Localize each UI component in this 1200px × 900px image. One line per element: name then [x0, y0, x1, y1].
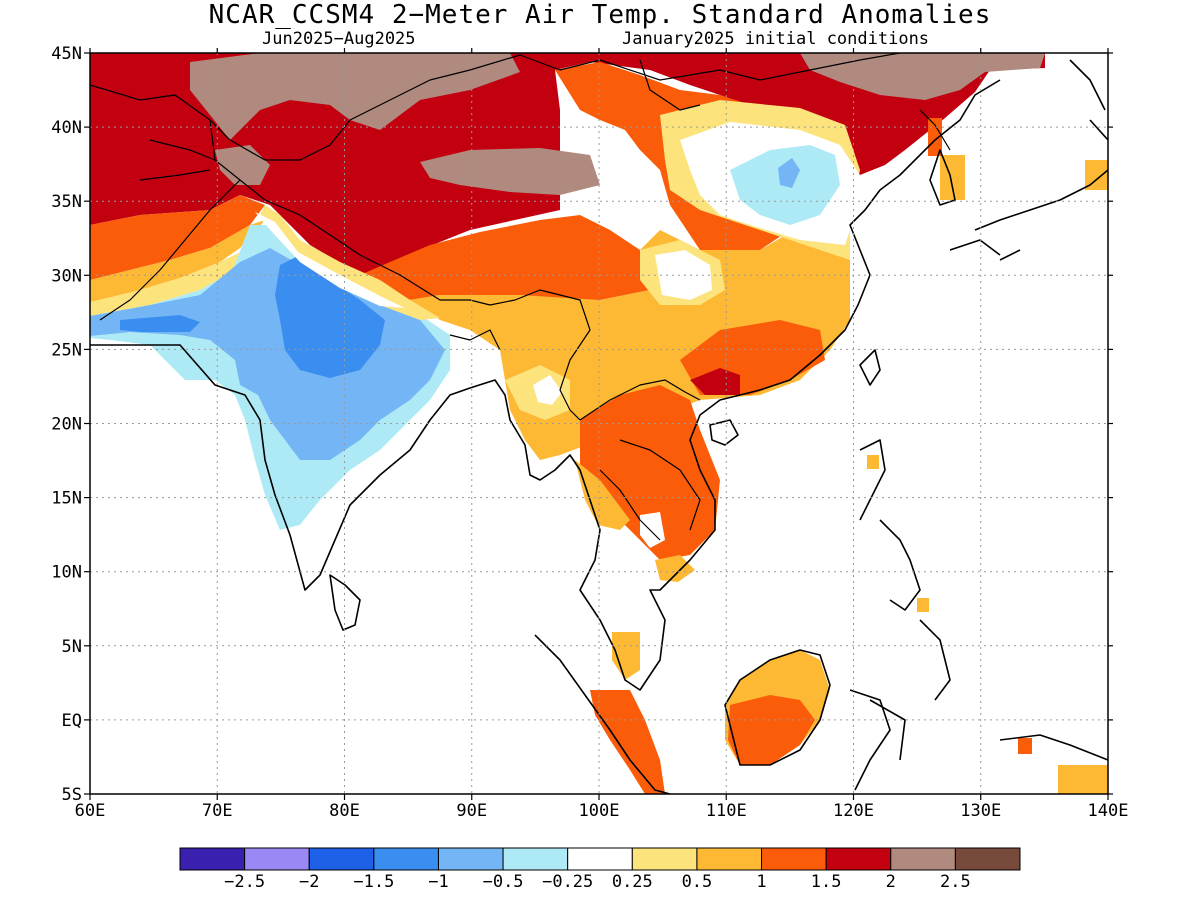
- anomaly-region: [280, 500, 330, 590]
- lat-tick-label: 10N: [51, 563, 82, 583]
- lon-tick-label: 120E: [833, 801, 874, 821]
- initial-conditions: January2025 initial conditions: [622, 29, 930, 49]
- anomaly-region: [90, 250, 245, 316]
- anomaly-region: [690, 368, 740, 395]
- anomaly-region: [90, 220, 265, 302]
- legend-label: 2: [886, 872, 896, 892]
- lon-tick-label: 140E: [1088, 801, 1129, 821]
- anomaly-region: [360, 215, 650, 300]
- lon-tick-label: 110E: [706, 801, 747, 821]
- legend-label: −2.5: [224, 872, 265, 892]
- anomaly-region: [580, 385, 720, 560]
- anomaly-region: [90, 53, 1045, 275]
- anomaly-fields: [90, 53, 1108, 794]
- legend-swatch: [308, 847, 375, 871]
- legend-label: −0.5: [483, 872, 524, 892]
- map-title: NCAR_CCSM4 2−Meter Air Temp. Standard An…: [208, 0, 992, 30]
- lat-tick-label: 5S: [62, 785, 82, 805]
- legend-label: 1.5: [811, 872, 842, 892]
- legend-label: −1: [428, 872, 448, 892]
- anomaly-region: [655, 555, 695, 582]
- anomaly-region: [255, 212, 405, 308]
- anomaly-region: [575, 460, 630, 530]
- lon-tick-label: 100E: [579, 801, 620, 821]
- lat-tick-label: 30N: [51, 266, 82, 286]
- lon-tick-label: 80E: [329, 801, 360, 821]
- legend-label: 2.5: [940, 872, 971, 892]
- legend-label: 0.5: [682, 872, 713, 892]
- anomaly-region: [728, 695, 815, 765]
- legend-swatch: [502, 847, 569, 871]
- forecast-period: Jun2025−Aug2025: [262, 29, 416, 49]
- legend-swatch: [890, 847, 956, 871]
- anomaly-region: [120, 315, 200, 332]
- legend-label: 0.25: [612, 872, 653, 892]
- legend-swatch: [567, 847, 633, 871]
- anomaly-region: [260, 205, 440, 320]
- legend-swatch: [244, 847, 310, 871]
- legend-swatch: [631, 847, 698, 871]
- anomaly-region: [612, 632, 640, 680]
- axis-tick-labels: 60E 70E 80E 90E 100E 110E 120E 130E 140E 45N 40N 35…: [51, 44, 1128, 821]
- legend-label: −1.5: [353, 872, 394, 892]
- anomaly-region: [800, 53, 1045, 100]
- lat-tick-label: 25N: [51, 340, 82, 360]
- anomaly-region: [1058, 765, 1108, 794]
- lat-tick-label: 40N: [51, 118, 82, 138]
- anomaly-region: [590, 690, 665, 794]
- anomaly-region: [940, 155, 965, 200]
- lon-tick-label: 90E: [456, 801, 487, 821]
- anomaly-region: [778, 158, 800, 188]
- anomaly-region: [1018, 738, 1032, 754]
- anomaly-region: [917, 598, 929, 612]
- legend-label: 1: [756, 872, 766, 892]
- legend-label: −2: [299, 872, 319, 892]
- lat-tick-label: 20N: [51, 415, 82, 435]
- anomaly-region: [420, 148, 600, 195]
- lat-tick-label: 5N: [62, 637, 82, 657]
- anomaly-region: [190, 53, 520, 140]
- anomaly-region: [655, 250, 712, 300]
- legend-swatch: [437, 847, 504, 871]
- lat-tick-label: 15N: [51, 489, 82, 509]
- gridlines: [90, 53, 1108, 794]
- lon-tick-label: 130E: [960, 801, 1001, 821]
- anomaly-region: [90, 195, 265, 280]
- country-borders: [90, 53, 951, 541]
- lat-tick-label: EQ: [62, 711, 82, 731]
- lon-tick-label: 70E: [202, 801, 233, 821]
- legend-label: −0.25: [542, 872, 593, 892]
- lon-tick-label: 60E: [75, 801, 106, 821]
- legend-swatch: [825, 847, 892, 871]
- axis-ticks: [84, 48, 1113, 800]
- legend-swatch: [954, 847, 1021, 871]
- legend-swatch: [696, 847, 763, 871]
- lat-tick-label: 45N: [51, 44, 82, 64]
- legend-swatch: [179, 847, 246, 871]
- anomaly-region: [275, 255, 385, 378]
- lat-tick-label: 35N: [51, 192, 82, 212]
- anomaly-region: [533, 375, 562, 405]
- legend-swatch: [761, 847, 827, 871]
- color-legend: −2.5 −2 −1.5 −1 −0.5 −0.25 0.25 0.5 1 1.5 2 2.5: [179, 847, 1021, 892]
- anomaly-region: [867, 455, 879, 469]
- anomaly-region: [1085, 160, 1108, 190]
- legend-swatch: [373, 847, 439, 871]
